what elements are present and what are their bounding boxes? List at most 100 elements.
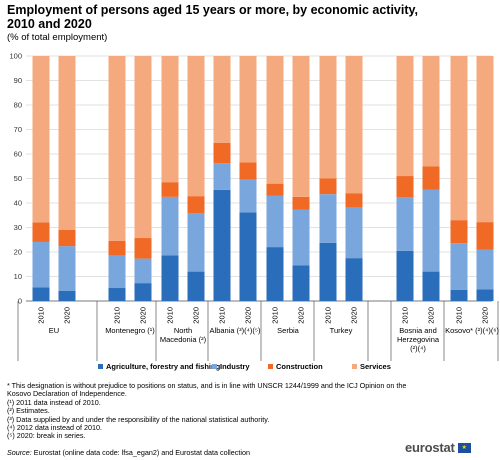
bar-segment bbox=[58, 229, 76, 247]
bar-segment bbox=[345, 56, 363, 194]
y-tick-label: 10 bbox=[14, 272, 22, 281]
x-year-label: 2010 bbox=[218, 307, 227, 324]
legend-label: Services bbox=[360, 362, 391, 371]
bar-segment bbox=[213, 56, 231, 143]
y-tick-label: 60 bbox=[14, 150, 22, 159]
bar-segment bbox=[32, 56, 50, 223]
bar-segment bbox=[396, 56, 414, 177]
bar-segment bbox=[161, 255, 179, 301]
x-category-label: Serbia bbox=[277, 326, 300, 335]
bar-segment bbox=[187, 213, 205, 272]
bar-segment bbox=[422, 166, 440, 190]
x-year-label: 2020 bbox=[427, 307, 436, 324]
eu-flag-icon: ★ bbox=[457, 442, 471, 453]
bar-segment bbox=[213, 189, 231, 301]
bar-segment bbox=[450, 56, 468, 221]
bar-segment bbox=[108, 56, 126, 241]
footnote: (¹) 2011 data instead of 2010. bbox=[7, 397, 101, 407]
bar-segment bbox=[58, 290, 76, 301]
bar-segment bbox=[422, 271, 440, 301]
y-tick-label: 30 bbox=[14, 223, 22, 232]
bar-segment bbox=[345, 193, 363, 208]
bar-segment bbox=[213, 163, 231, 190]
bar-segment bbox=[450, 220, 468, 244]
bar-segment bbox=[476, 249, 494, 290]
x-year-label: 2010 bbox=[37, 307, 46, 324]
eurostat-logo: eurostat ★ bbox=[405, 440, 471, 455]
legend-label: Industry bbox=[220, 362, 250, 371]
x-year-label: 2020 bbox=[139, 307, 148, 324]
x-year-label: 2020 bbox=[350, 307, 359, 324]
logo-text: eurostat bbox=[405, 440, 455, 455]
legend-swatch bbox=[212, 364, 217, 369]
bar-segment bbox=[422, 189, 440, 272]
bar-segment bbox=[396, 176, 414, 198]
bar-segment bbox=[134, 283, 152, 301]
source-label: Source: bbox=[7, 448, 32, 457]
x-category-label-line: Albania (³)(⁴)(⁵) bbox=[210, 326, 261, 335]
bar-segment bbox=[266, 56, 284, 184]
bar-segment bbox=[134, 258, 152, 284]
y-tick-label: 40 bbox=[14, 199, 22, 208]
x-year-label: 2020 bbox=[244, 307, 253, 324]
bar-segment bbox=[108, 240, 126, 256]
x-category-label-line: North bbox=[174, 326, 192, 335]
bar-segment bbox=[161, 182, 179, 197]
y-tick-label: 90 bbox=[14, 76, 22, 85]
bar-segment bbox=[292, 196, 310, 210]
x-category-label-line: Serbia bbox=[277, 326, 300, 335]
legend-swatch bbox=[268, 364, 273, 369]
x-year-label: 2010 bbox=[166, 307, 175, 324]
bar-segment bbox=[32, 287, 50, 301]
source-note: Source: Eurostat (online data code: lfsa… bbox=[7, 448, 250, 457]
legend-label: Agriculture, forestry and fishing bbox=[106, 362, 221, 371]
x-category-label: Albania (³)(⁴)(⁵) bbox=[210, 326, 261, 335]
bar-segment bbox=[476, 222, 494, 250]
bar-segment bbox=[239, 162, 257, 180]
bar-segment bbox=[292, 265, 310, 301]
chart-subtitle: (% of total employment) bbox=[7, 32, 108, 43]
bar-segment bbox=[345, 258, 363, 301]
x-category-label: Kosovo* (²)(⁴)(⁶) bbox=[445, 326, 499, 335]
x-category-label: Montenegro (¹) bbox=[105, 326, 155, 335]
x-year-label: 2020 bbox=[297, 307, 306, 324]
y-tick-label: 20 bbox=[14, 248, 22, 257]
footnote: (⁴) 2012 data instead of 2010. bbox=[7, 423, 102, 433]
footnotes: * This designation is without prejudice … bbox=[7, 381, 427, 441]
bar-segment bbox=[396, 197, 414, 251]
bar-segment bbox=[239, 212, 257, 301]
bar-segment bbox=[161, 196, 179, 256]
bar-segment bbox=[319, 194, 337, 243]
bar-segment bbox=[476, 56, 494, 223]
bar-segment bbox=[187, 196, 205, 214]
x-category-label-line: Macedonia (²) bbox=[160, 335, 207, 344]
legend-label: Construction bbox=[276, 362, 323, 371]
bar-segment bbox=[450, 289, 468, 301]
x-category-label-line: Bosnia and bbox=[399, 326, 437, 335]
y-tick-label: 50 bbox=[14, 174, 22, 183]
x-year-label: 2020 bbox=[481, 307, 490, 324]
bar-segment bbox=[450, 243, 468, 290]
bar-segment bbox=[213, 142, 231, 164]
x-category-label-line: Herzegovina bbox=[397, 335, 440, 344]
bar-segment bbox=[239, 179, 257, 213]
bar-segment bbox=[292, 56, 310, 197]
x-category-label: EU bbox=[49, 326, 59, 335]
source-text: Eurostat (online data code: lfsa_egan2) … bbox=[31, 448, 250, 457]
x-year-label: 2010 bbox=[324, 307, 333, 324]
bar-segment bbox=[345, 207, 363, 259]
bar-segment bbox=[396, 250, 414, 301]
footnote: (⁵) 2020: break in series. bbox=[7, 431, 86, 441]
x-year-label: 2020 bbox=[63, 307, 72, 324]
y-tick-label: 100 bbox=[9, 52, 22, 61]
x-category-label-line: Turkey bbox=[330, 326, 353, 335]
bar-segment bbox=[134, 56, 152, 239]
y-tick-label: 0 bbox=[18, 297, 22, 306]
x-category-label-line: Kosovo* (²)(⁴)(⁶) bbox=[445, 326, 499, 335]
bar-segment bbox=[266, 195, 284, 248]
x-year-label: 2020 bbox=[192, 307, 201, 324]
x-category-label-line: EU bbox=[49, 326, 59, 335]
x-category-label: North Macedonia (²) bbox=[160, 326, 207, 344]
legend-swatch bbox=[98, 364, 103, 369]
x-year-label: 2010 bbox=[113, 307, 122, 324]
